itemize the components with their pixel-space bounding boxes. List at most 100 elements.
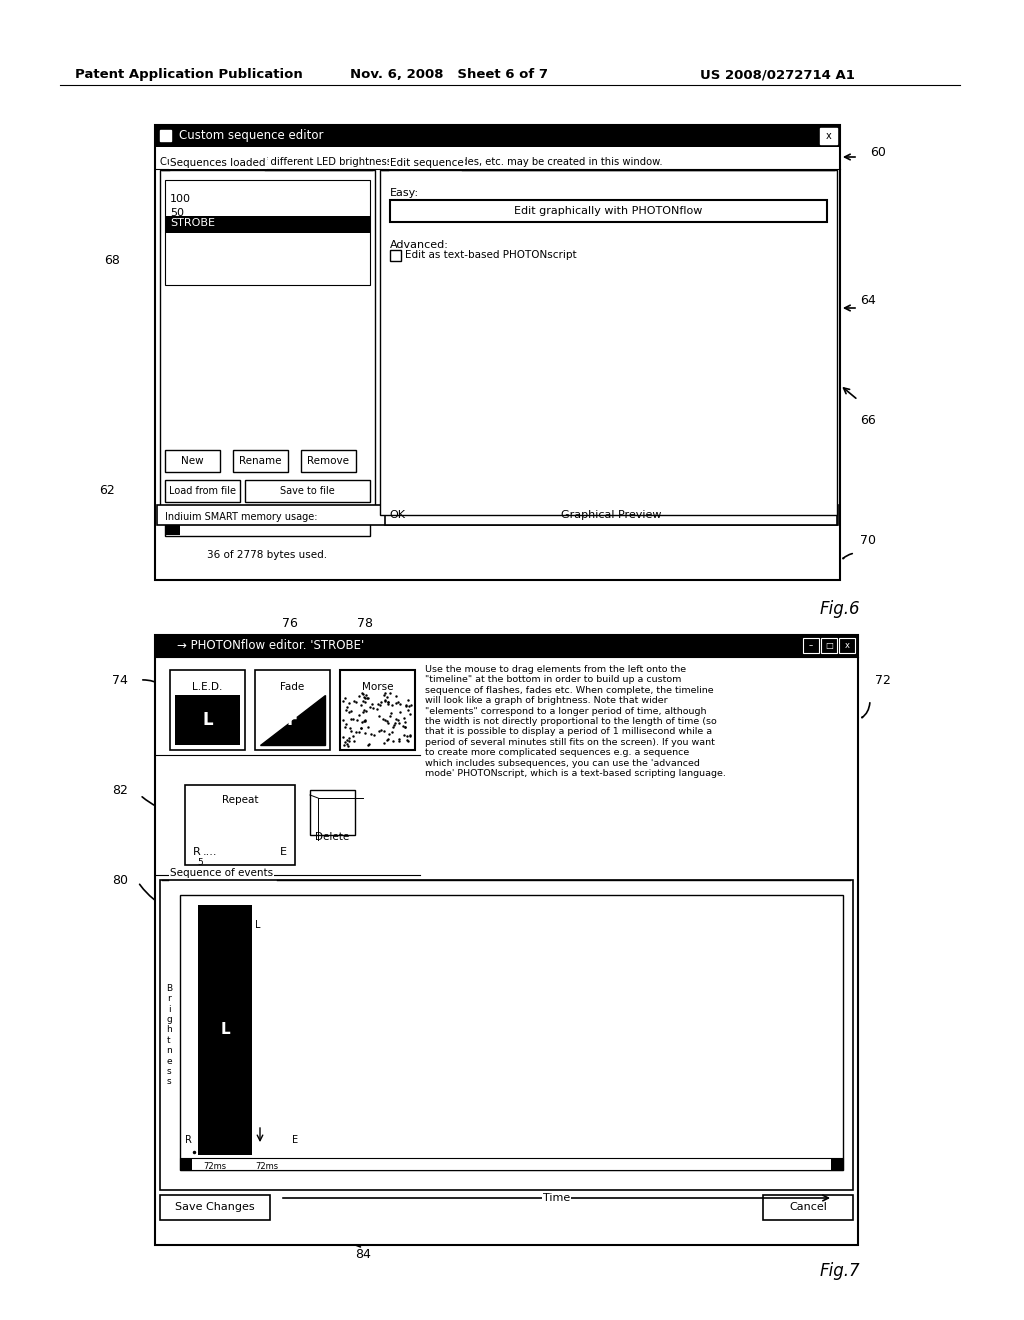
Text: Remove: Remove <box>307 455 349 466</box>
Text: STROBE: STROBE <box>170 218 215 228</box>
Text: 82: 82 <box>112 784 128 796</box>
FancyArrowPatch shape <box>142 797 206 813</box>
Text: B
r
i
g
h
t
n
e
s
s: B r i g h t n e s s <box>166 983 172 1086</box>
Bar <box>385 506 837 525</box>
Bar <box>157 506 838 525</box>
Text: Morse: Morse <box>361 682 393 692</box>
Text: Graphical Preview: Graphical Preview <box>561 510 662 520</box>
Text: Edit sequence: Edit sequence <box>390 158 464 168</box>
Text: 50: 50 <box>170 209 184 218</box>
Bar <box>821 638 837 653</box>
Bar <box>155 635 858 1245</box>
Text: E: E <box>292 1135 298 1144</box>
Bar <box>180 895 843 1170</box>
Bar <box>185 785 295 865</box>
Text: 80: 80 <box>112 874 128 887</box>
Text: → PHOTONflow editor. 'STROBE': → PHOTONflow editor. 'STROBE' <box>177 639 365 652</box>
Text: L: L <box>255 920 260 931</box>
Bar <box>380 170 837 515</box>
Text: OK: OK <box>389 510 406 520</box>
Text: Edit graphically with PHOTONflow: Edit graphically with PHOTONflow <box>514 206 702 216</box>
Bar <box>180 1158 193 1170</box>
Bar <box>170 671 245 750</box>
Bar <box>160 129 171 141</box>
Text: 5: 5 <box>197 858 203 867</box>
Bar <box>233 450 288 473</box>
Text: Custom sequences of different LED brightnesses, flashes, fades, etc. may be crea: Custom sequences of different LED bright… <box>160 157 663 168</box>
Bar <box>301 450 356 473</box>
Bar <box>166 523 180 535</box>
Bar <box>155 125 840 147</box>
Text: Nov. 6, 2008   Sheet 6 of 7: Nov. 6, 2008 Sheet 6 of 7 <box>350 69 548 81</box>
Text: Load from file: Load from file <box>169 486 236 496</box>
Text: L: L <box>220 1023 229 1038</box>
Text: Sequence of events: Sequence of events <box>170 869 273 878</box>
Text: 76: 76 <box>282 616 298 630</box>
Bar <box>165 521 370 536</box>
Text: x: x <box>825 131 831 141</box>
Text: Repeat: Repeat <box>222 795 258 805</box>
Text: 60: 60 <box>870 145 886 158</box>
Bar <box>155 635 858 657</box>
Text: 64: 64 <box>860 293 876 306</box>
Bar <box>255 671 330 750</box>
Text: Cancel: Cancel <box>790 1203 827 1213</box>
FancyArrowPatch shape <box>139 884 177 911</box>
Text: x: x <box>845 642 850 649</box>
Text: Save to file: Save to file <box>281 486 335 496</box>
Text: Rename: Rename <box>240 455 282 466</box>
Text: L: L <box>202 711 213 729</box>
Text: Patent Application Publication: Patent Application Publication <box>75 69 303 81</box>
Text: Custom sequence editor: Custom sequence editor <box>179 129 324 143</box>
Bar <box>245 480 370 502</box>
Text: 72ms: 72ms <box>255 1162 279 1171</box>
Text: R: R <box>185 1135 191 1144</box>
Text: Sequences loaded: Sequences loaded <box>170 158 265 168</box>
Bar <box>165 450 220 473</box>
Text: 70: 70 <box>860 533 876 546</box>
Bar <box>390 201 827 222</box>
Bar <box>390 249 401 261</box>
Bar <box>198 906 252 1155</box>
Bar <box>763 1195 853 1220</box>
Bar <box>160 170 375 510</box>
Text: E: E <box>280 847 287 857</box>
Text: L.E.D.: L.E.D. <box>193 682 222 692</box>
Text: Edit as text-based PHOTONscript: Edit as text-based PHOTONscript <box>406 249 577 260</box>
Text: Fade: Fade <box>281 682 304 692</box>
Text: 72: 72 <box>874 673 891 686</box>
Bar <box>165 180 370 285</box>
Text: R: R <box>193 847 201 857</box>
Bar <box>155 125 840 579</box>
Text: 74: 74 <box>112 673 128 686</box>
Text: Fig.7: Fig.7 <box>820 1262 860 1280</box>
Text: Time: Time <box>543 1193 570 1203</box>
Text: Advanced:: Advanced: <box>390 240 449 249</box>
Bar <box>820 128 837 144</box>
Bar <box>340 671 415 750</box>
Text: New: New <box>181 455 204 466</box>
Bar <box>180 1158 843 1170</box>
Text: F: F <box>287 711 298 729</box>
FancyArrowPatch shape <box>172 507 176 520</box>
Bar <box>160 880 853 1191</box>
Bar <box>839 638 855 653</box>
Text: ....: .... <box>203 847 217 857</box>
Bar <box>831 1158 843 1170</box>
Bar <box>175 696 240 744</box>
Bar <box>310 789 355 836</box>
Text: 100: 100 <box>170 194 191 205</box>
Text: Save Changes: Save Changes <box>175 1203 255 1213</box>
Text: US 2008/0272714 A1: US 2008/0272714 A1 <box>700 69 855 81</box>
FancyArrowPatch shape <box>224 1220 360 1247</box>
Bar <box>165 216 370 234</box>
Text: Use the mouse to drag elements from the left onto the
"timeline" at the bottom i: Use the mouse to drag elements from the … <box>425 665 726 777</box>
Text: 68: 68 <box>104 253 120 267</box>
Text: 78: 78 <box>357 616 373 630</box>
Text: Indiuim SMART memory usage:: Indiuim SMART memory usage: <box>165 512 317 521</box>
FancyArrowPatch shape <box>862 702 869 718</box>
Text: 36 of 2778 bytes used.: 36 of 2778 bytes used. <box>208 550 328 560</box>
Bar <box>160 1195 270 1220</box>
Text: Fig.6: Fig.6 <box>820 601 860 618</box>
FancyArrowPatch shape <box>142 680 162 685</box>
